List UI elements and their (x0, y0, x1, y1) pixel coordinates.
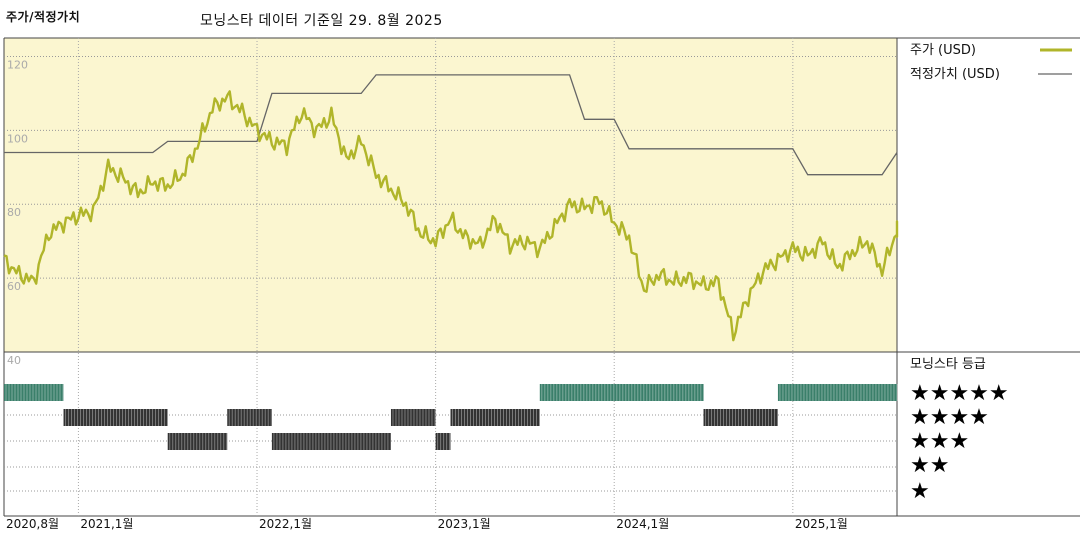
rating-band-hatch (392, 409, 436, 426)
rating-row-1: ★ (910, 479, 930, 504)
x-tick-label: 2024,1월 (616, 517, 669, 531)
y-tick-label: 60 (7, 280, 21, 293)
price-line (3, 90, 899, 342)
rating-title: 모닝스타 등급 (910, 357, 986, 372)
rating-band-3star (271, 433, 391, 450)
rating-band-hatch (5, 384, 64, 401)
rating-band-4star (227, 409, 272, 426)
y-tick-labels: 40 60 80 100 120 (7, 58, 28, 367)
rating-band-hatch (437, 433, 451, 450)
x-tick-label: 2022,1월 (259, 517, 312, 531)
rating-band-5star (4, 384, 64, 401)
y-tick-label: 80 (7, 206, 21, 219)
fair-value-line (4, 74, 898, 176)
rating-band-4star (390, 409, 436, 426)
x-tick-label: 2025,1월 (795, 517, 848, 531)
legend-fair-label: 적정가치 (USD) (910, 67, 1000, 82)
rating-band-hatch (779, 384, 898, 401)
y-tick-label: 40 (7, 354, 21, 367)
rating-band-hatch (273, 433, 392, 450)
rating-row-2: ★★ (910, 453, 949, 478)
rating-band-4star (703, 409, 778, 426)
rating-band-4star (63, 409, 168, 426)
rating-band-5star (777, 384, 897, 401)
series-lines (3, 74, 899, 342)
x-tick-label: 2023,1월 (438, 517, 491, 531)
rating-row-5: ★★★★★ (910, 381, 1009, 406)
x-tick-labels: 2020,8월 2021,1월 2022,1월 2023,1월 2024,1월 2025,… (6, 517, 848, 531)
rating-band-5star (539, 384, 704, 401)
rating-row-3: ★★★ (910, 429, 969, 454)
legend-price-label: 주가 (USD) (910, 43, 976, 58)
rating-band-hatch (228, 409, 272, 426)
chart-title: 주가/적정가치 (6, 10, 81, 24)
y-tick-label: 100 (7, 132, 28, 145)
rating-band-3star (435, 433, 451, 450)
x-tick-label: 2021,1월 (80, 517, 133, 531)
x-tick-label: 2020,8월 (6, 517, 59, 531)
rating-band-hatch (705, 409, 779, 426)
chart-subtitle: 모닝스타 데이터 기준일 29. 8월 2025 (200, 13, 443, 29)
rating-bands (4, 384, 898, 450)
rating-band-hatch (65, 409, 169, 426)
rating-band-hatch (452, 409, 540, 426)
y-tick-label: 120 (7, 58, 28, 71)
rating-band-3star (167, 433, 228, 450)
rating-band-hatch (169, 433, 228, 450)
rating-band-hatch (541, 384, 702, 401)
rating-band-4star (450, 409, 540, 426)
rating-row-4: ★★★★ (910, 405, 989, 430)
